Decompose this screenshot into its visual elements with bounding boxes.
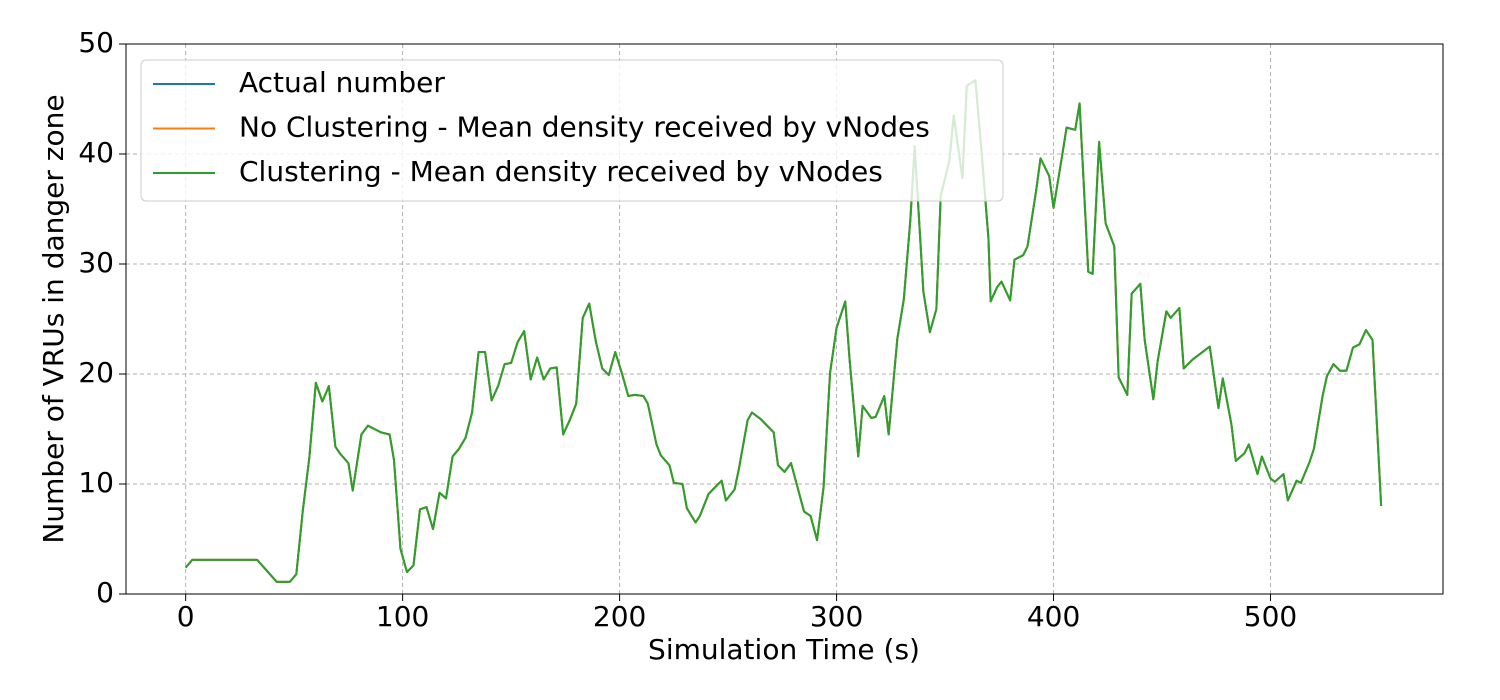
y-tick-label: 50 [78,26,114,59]
y-axis-label: Number of VRUs in danger zone [37,94,70,543]
legend-box [140,59,1004,202]
legend-label: Clustering - Mean density received by vN… [239,155,883,188]
x-axis-label: Simulation Time (s) [648,633,920,666]
x-tick-label: 300 [810,600,863,633]
plot-frame [125,43,1444,595]
x-tick-label: 200 [593,600,646,633]
x-tick-label: 400 [1027,600,1080,633]
y-tick-label: 20 [78,356,114,389]
y-tick-label: 0 [96,576,114,609]
y-tick-label: 40 [78,136,114,169]
y-tick-label: 30 [78,246,114,279]
x-tick-label: 0 [177,600,195,633]
legend-label: No Clustering - Mean density received by… [239,111,930,144]
y-tick-label: 10 [78,466,114,499]
x-tick-label: 500 [1244,600,1297,633]
legend-label: Actual number [239,66,445,99]
series-line [184,79,1383,583]
x-tick-label: 100 [376,600,429,633]
legend: Actual number No Clustering - Mean densit… [140,59,1004,202]
